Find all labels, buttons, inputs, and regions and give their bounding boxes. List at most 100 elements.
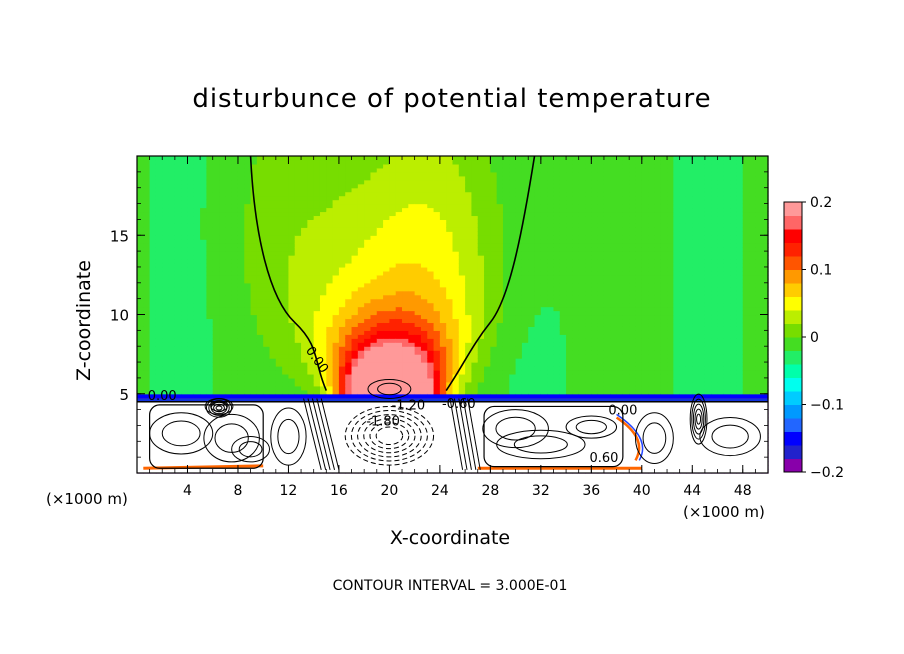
field-cell — [225, 314, 233, 320]
field-cell — [193, 195, 201, 201]
field-cell — [187, 239, 195, 244]
field-cell — [200, 191, 208, 197]
field-cell — [307, 306, 315, 312]
field-cell — [439, 247, 447, 252]
field-cell — [439, 342, 447, 347]
field-cell — [275, 274, 283, 280]
field-cell — [332, 203, 340, 209]
field-cell — [420, 385, 428, 391]
field-cell — [193, 187, 201, 193]
field-cell — [345, 346, 353, 351]
field-cell — [515, 373, 523, 379]
field-cell — [509, 231, 517, 236]
field-cell — [162, 306, 170, 312]
field-cell — [212, 342, 220, 347]
field-cell — [187, 302, 195, 308]
field-cell — [244, 278, 252, 284]
field-cell — [143, 199, 151, 205]
field-cell — [187, 175, 195, 181]
field-cell — [332, 239, 340, 244]
field-cell — [174, 358, 182, 363]
field-cell — [402, 243, 409, 248]
field-cell — [496, 282, 504, 288]
field-cell — [414, 274, 422, 280]
field-cell — [263, 243, 271, 248]
field-cell — [515, 183, 523, 189]
field-cell — [256, 306, 264, 312]
field-cell — [471, 274, 479, 280]
field-cell — [465, 187, 473, 193]
field-cell — [288, 334, 296, 339]
field-cell — [364, 274, 372, 280]
field-cell — [225, 159, 233, 165]
field-cell — [521, 369, 529, 375]
field-cell — [357, 373, 365, 379]
field-cell — [237, 366, 245, 371]
field-cell — [471, 195, 479, 201]
field-cell — [301, 270, 308, 276]
field-cell — [395, 369, 403, 375]
field-cell — [269, 286, 277, 292]
field-cell — [288, 223, 296, 228]
field-cell — [502, 342, 510, 347]
field-cell — [326, 346, 334, 351]
field-cell — [357, 290, 365, 296]
field-cell — [137, 163, 144, 169]
field-cell — [174, 330, 182, 335]
field-cell — [319, 290, 327, 296]
field-cell — [237, 227, 245, 232]
field-cell — [174, 191, 182, 197]
field-cell — [509, 294, 517, 300]
field-cell — [219, 330, 226, 335]
field-cell — [408, 199, 416, 205]
field-cell — [490, 270, 498, 276]
field-cell — [162, 310, 170, 316]
field-cell — [477, 290, 485, 296]
field-cell — [269, 393, 277, 399]
field-cell — [326, 266, 334, 272]
field-cell — [338, 175, 346, 181]
field-cell — [219, 314, 226, 320]
field-cell — [446, 286, 454, 292]
field-cell — [458, 306, 466, 312]
field-cell — [458, 243, 466, 248]
field-cell — [212, 362, 220, 367]
field-cell — [181, 187, 189, 193]
field-cell — [490, 179, 498, 185]
field-cell — [168, 223, 176, 228]
field-cell — [168, 239, 176, 244]
field-cell — [155, 156, 163, 161]
field-cell — [237, 175, 245, 181]
field-cell — [174, 270, 182, 276]
field-cell — [143, 262, 151, 268]
field-cell — [206, 227, 214, 232]
field-cell — [212, 187, 220, 193]
field-cell — [263, 167, 271, 173]
field-cell — [521, 274, 529, 280]
field-cell — [433, 393, 441, 399]
field-cell — [408, 231, 416, 236]
field-cell — [490, 294, 498, 300]
field-cell — [225, 175, 233, 181]
field-cell — [294, 298, 302, 304]
field-cell — [206, 322, 214, 327]
field-cell — [275, 373, 283, 379]
field-cell — [155, 334, 163, 339]
field-cell — [149, 215, 157, 220]
field-cell — [282, 187, 290, 193]
field-cell — [465, 183, 473, 189]
field-cell — [181, 373, 189, 379]
field-cell — [206, 159, 214, 165]
field-cell — [137, 294, 144, 300]
field-cell — [521, 251, 529, 256]
field-cell — [376, 195, 384, 201]
field-cell — [187, 314, 195, 320]
field-cell — [174, 354, 182, 359]
field-cell — [433, 163, 441, 169]
field-cell — [383, 207, 390, 213]
field-cell — [458, 314, 466, 320]
field-cell — [155, 191, 163, 197]
field-cell — [496, 239, 504, 244]
field-cell — [515, 342, 523, 347]
field-cell — [515, 294, 523, 300]
